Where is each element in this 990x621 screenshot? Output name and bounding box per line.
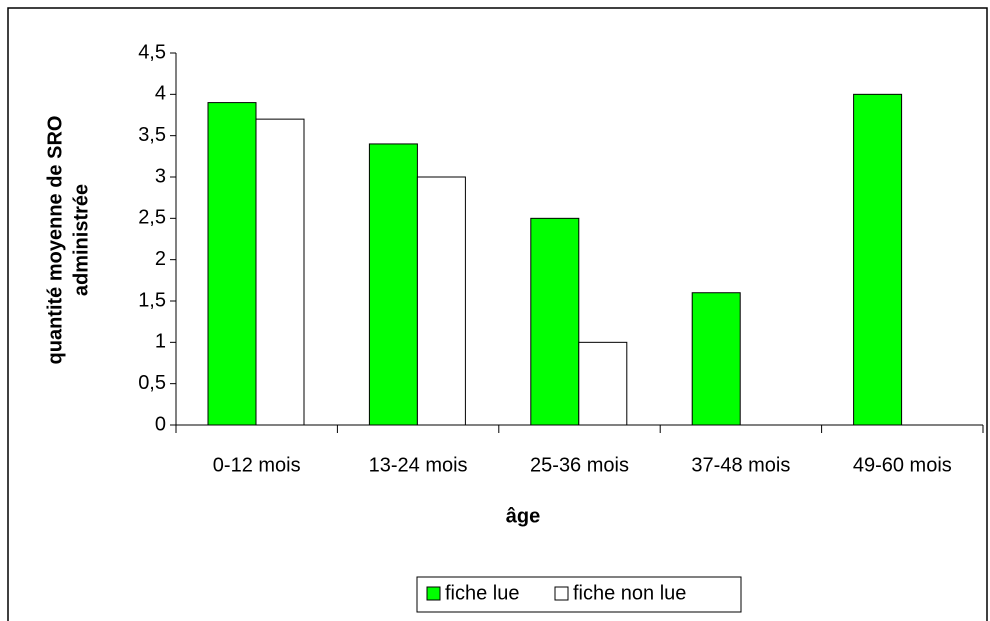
bar (416, 176, 466, 426)
x-tick-label: 13-24 mois (369, 454, 468, 476)
legend-label: fiche non lue (573, 582, 686, 604)
y-axis-label-line: administrée (70, 184, 92, 296)
bar (207, 102, 257, 426)
bar (530, 217, 580, 426)
bar (255, 118, 305, 426)
x-tick-label: 25-36 mois (530, 454, 629, 476)
bar (368, 143, 418, 426)
y-axis-label: quantité moyenne de SRO administrée (44, 116, 92, 365)
legend-label: fiche lue (445, 582, 520, 604)
y-tick-label: 0 (155, 413, 166, 435)
x-tick-label: 0-12 mois (213, 454, 301, 476)
y-tick-label: 3 (155, 165, 166, 187)
y-tick-label: 4 (155, 83, 166, 105)
legend-box (416, 576, 742, 613)
y-tick-label: 1 (155, 331, 166, 353)
bar (853, 93, 903, 426)
legend-swatch (426, 586, 441, 601)
x-tick-label: 37-48 mois (691, 454, 790, 476)
y-axis-label-line: quantité moyenne de SRO (44, 116, 66, 365)
x-axis-label: âge (506, 505, 540, 527)
y-tick-label: 4,5 (138, 41, 166, 63)
legend-swatch (554, 586, 569, 601)
y-tick-label: 2 (155, 248, 166, 270)
bar (578, 341, 628, 426)
y-tick-label: 1,5 (138, 289, 166, 311)
bar (691, 292, 741, 426)
y-tick-label: 3,5 (138, 124, 166, 146)
y-tick-label: 0,5 (138, 372, 166, 394)
chart-border (7, 7, 988, 621)
x-tick-label: 49-60 mois (853, 454, 952, 476)
y-tick-label: 2,5 (138, 207, 166, 229)
